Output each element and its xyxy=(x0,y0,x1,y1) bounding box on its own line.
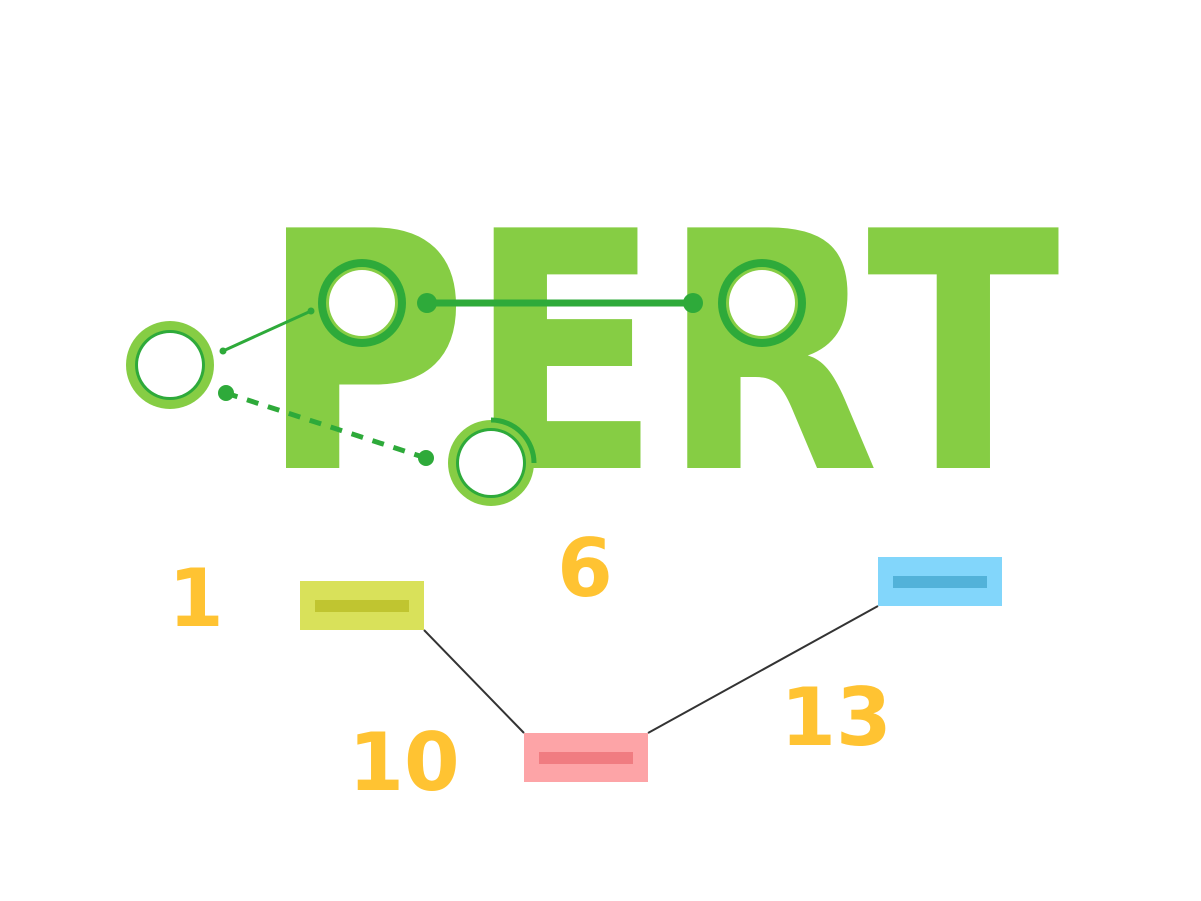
start-node xyxy=(126,321,214,409)
pert-title: PERT xyxy=(260,162,1062,546)
link-dot xyxy=(307,307,315,315)
number-13: 13 xyxy=(780,671,891,764)
top-left-node xyxy=(318,259,406,347)
link-dot xyxy=(683,293,703,313)
number-1: 1 xyxy=(168,552,224,645)
connector-pink-to-blue xyxy=(647,605,879,734)
link-start-to-top-left xyxy=(222,309,312,353)
pink-box xyxy=(524,733,648,782)
top-right-node xyxy=(718,259,806,347)
link-dot xyxy=(218,385,234,401)
link-dot xyxy=(219,347,227,355)
link-dot xyxy=(417,293,437,313)
link-dot xyxy=(418,450,434,466)
number-6: 6 xyxy=(557,522,613,615)
bottom-node xyxy=(448,417,537,506)
blue-box xyxy=(878,557,1002,606)
olive-box xyxy=(300,581,424,630)
number-10: 10 xyxy=(348,716,459,809)
connector-olive-to-pink xyxy=(423,629,525,734)
